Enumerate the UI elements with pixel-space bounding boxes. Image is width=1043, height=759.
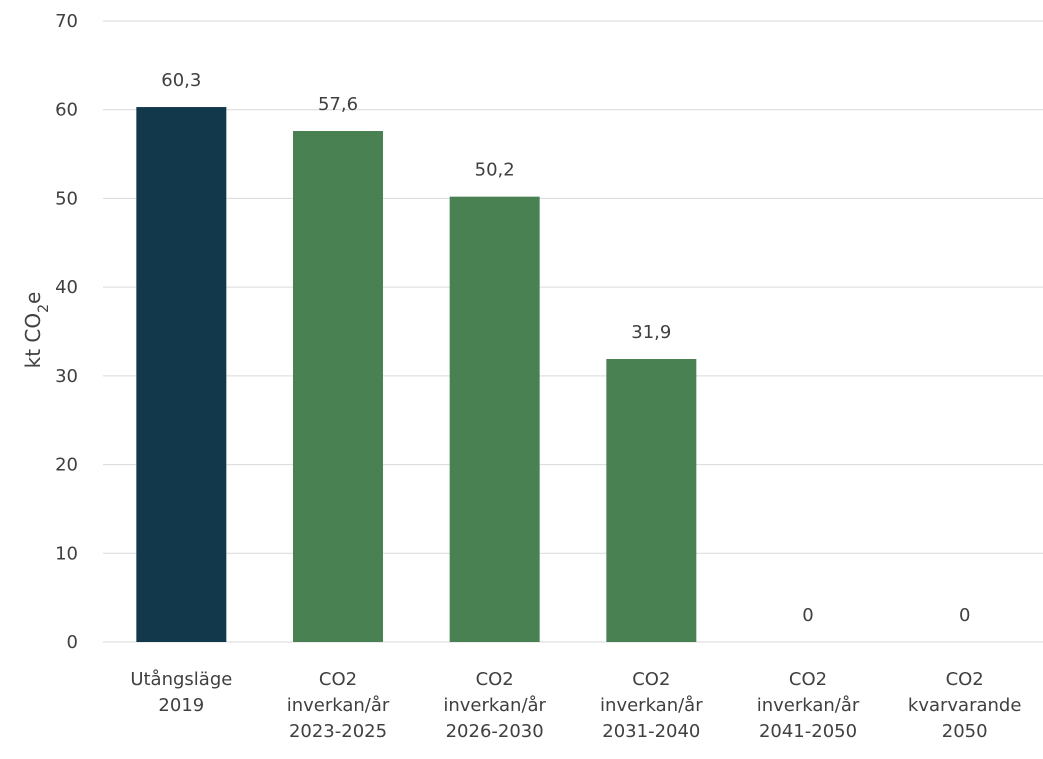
data-label: 57,6 [318, 94, 358, 115]
data-label: 60,3 [161, 70, 201, 91]
y-tick-label: 60 [55, 100, 78, 121]
x-axis-categories: Utångsläge 2019 CO2 inverkan/år 2023-2025 CO2… [130, 669, 1021, 742]
gridlines [103, 20, 1043, 643]
data-labels: 60,3 57,6 50,2 31,9 0 0 [161, 70, 970, 626]
data-label: 50,2 [475, 160, 515, 181]
y-tick-label: 50 [55, 188, 78, 209]
y-tick-label: 20 [55, 455, 78, 476]
y-tick-label: 10 [55, 543, 78, 564]
data-label: 0 [959, 605, 970, 626]
category-label: CO2 kvarvarande 2050 [908, 669, 1022, 742]
y-tick-label: 40 [55, 277, 78, 298]
y-tick-label: 0 [67, 632, 78, 653]
category-label: CO2 inverkan/år 2026-2030 [443, 669, 546, 742]
data-label: 0 [802, 605, 813, 626]
category-label: CO2 inverkan/år 2041-2050 [757, 669, 860, 742]
data-label: 31,9 [631, 322, 671, 343]
category-label: Utångsläge 2019 [130, 669, 232, 716]
category-label: CO2 inverkan/år 2023-2025 [287, 669, 390, 742]
y-tick-label: 30 [55, 366, 78, 387]
bars [136, 107, 697, 642]
bar [449, 196, 540, 642]
category-label: CO2 inverkan/år 2031-2040 [600, 669, 703, 742]
bar [136, 107, 227, 642]
bar [606, 359, 697, 642]
y-axis-label: kt CO2e [21, 292, 52, 369]
bar [293, 131, 383, 642]
y-axis-ticks: 0 10 20 30 40 50 60 70 [55, 11, 78, 653]
y-tick-label: 70 [55, 11, 78, 32]
